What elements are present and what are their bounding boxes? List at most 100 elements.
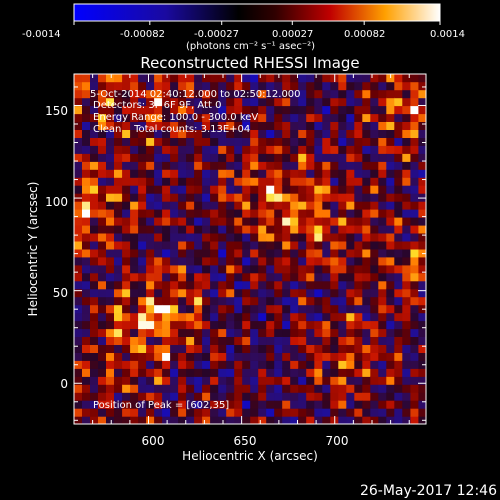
heatmap-cell xyxy=(226,169,235,178)
heatmap-cell xyxy=(418,129,426,138)
heatmap-cell xyxy=(154,328,163,337)
heatmap-cell xyxy=(114,272,123,282)
heatmap-cell xyxy=(338,129,347,138)
heatmap-cell xyxy=(218,408,227,417)
heatmap-cell xyxy=(370,224,379,234)
heatmap-cell xyxy=(362,352,371,361)
heatmap-cell xyxy=(314,209,323,218)
heatmap-cell xyxy=(210,240,219,250)
heatmap-cell xyxy=(170,408,179,417)
heatmap-cell xyxy=(362,209,371,218)
heatmap-cell xyxy=(82,336,91,345)
heatmap-cell xyxy=(298,105,307,115)
heatmap-cell xyxy=(106,248,115,258)
heatmap-cell xyxy=(338,145,347,154)
heatmap-cell xyxy=(98,408,107,417)
heatmap-cell xyxy=(274,304,283,314)
heatmap-cell xyxy=(90,400,99,409)
heatmap-cell xyxy=(170,336,179,345)
heatmap-cell xyxy=(402,256,411,266)
heatmap-cell xyxy=(186,288,195,298)
heatmap-cell xyxy=(386,232,395,242)
heatmap-cell xyxy=(146,312,155,322)
heatmap-cell xyxy=(258,392,267,401)
heatmap-cell xyxy=(226,81,235,91)
heatmap-cell xyxy=(98,240,107,250)
heatmap-cell xyxy=(162,137,171,146)
heatmap-cell xyxy=(418,169,426,178)
heatmap-cell xyxy=(314,376,323,385)
heatmap-cell xyxy=(194,360,203,369)
heatmap-cell xyxy=(258,240,267,250)
heatmap-cell xyxy=(362,113,371,122)
heatmap-cell xyxy=(266,201,275,210)
heatmap-cell xyxy=(114,280,123,290)
heatmap-cell xyxy=(226,145,235,154)
heatmap-cell xyxy=(162,185,171,194)
heatmap-cell xyxy=(378,248,387,258)
heatmap-cell xyxy=(178,368,187,377)
heatmap-cell xyxy=(250,74,259,83)
heatmap-cell xyxy=(186,81,195,91)
heatmap-cell xyxy=(418,240,426,250)
heatmap-cell xyxy=(250,384,259,393)
heatmap-cell xyxy=(258,224,267,234)
heatmap-cell xyxy=(162,408,171,417)
heatmap-cell xyxy=(266,161,275,170)
heatmap-cell xyxy=(298,376,307,385)
heatmap-cell xyxy=(234,400,243,409)
heatmap-cell xyxy=(194,240,203,250)
heatmap-cell xyxy=(234,129,243,138)
heatmap-cell xyxy=(82,153,91,162)
heatmap-cell xyxy=(354,137,363,146)
heatmap-cell xyxy=(250,368,259,377)
plot-frame xyxy=(73,73,427,425)
y-tick-label-100: 100 xyxy=(45,195,68,209)
heatmap-cell xyxy=(266,169,275,178)
heatmap-cell xyxy=(338,408,347,417)
heatmap-cell xyxy=(274,97,283,107)
heatmap-cell xyxy=(114,89,123,99)
heatmap-cell xyxy=(138,137,147,146)
heatmap-cell xyxy=(322,384,331,393)
heatmap-cell xyxy=(378,193,387,202)
heatmap-cell xyxy=(418,264,426,274)
heatmap-cell xyxy=(234,161,243,170)
heatmap-cell xyxy=(82,320,91,330)
heatmap-cell xyxy=(122,89,131,99)
heatmap-cell xyxy=(186,272,195,282)
heatmap-cell xyxy=(226,336,235,345)
heatmap-cell xyxy=(130,232,139,242)
heatmap-cell xyxy=(178,416,187,424)
heatmap-cell xyxy=(386,74,395,83)
heatmap-cell xyxy=(290,232,299,242)
heatmap-cell xyxy=(178,272,187,282)
heatmap-cell xyxy=(290,105,299,115)
heatmap-cell xyxy=(98,145,107,154)
heatmap-cell xyxy=(410,288,419,298)
heatmap-cell xyxy=(242,392,251,401)
heatmap-cell xyxy=(74,153,83,162)
heatmap-cell xyxy=(250,137,259,146)
heatmap-cell xyxy=(74,121,83,130)
heatmap-cell xyxy=(106,312,115,322)
heatmap-cell xyxy=(146,177,155,186)
heatmap-cell xyxy=(266,145,275,154)
heatmap-cell xyxy=(362,320,371,330)
heatmap-cell xyxy=(234,89,243,99)
heatmap-cell xyxy=(122,336,131,345)
heatmap-cell xyxy=(170,161,179,170)
heatmap-cell xyxy=(346,248,355,258)
heatmap-cell xyxy=(82,312,91,322)
heatmap-cell xyxy=(386,153,395,162)
heatmap-cell xyxy=(258,137,267,146)
heatmap-cell xyxy=(410,153,419,162)
heatmap-cell xyxy=(362,74,371,83)
heatmap-cell xyxy=(410,97,419,107)
heatmap-cell xyxy=(218,81,227,91)
heatmap-cell xyxy=(346,113,355,122)
heatmap-cell xyxy=(418,177,426,186)
heatmap-cell xyxy=(346,312,355,322)
annotation-time-range: 5-Oct-2014 02:40:12.000 to 02:50:12.000 xyxy=(90,89,301,100)
heatmap-cell xyxy=(242,384,251,393)
